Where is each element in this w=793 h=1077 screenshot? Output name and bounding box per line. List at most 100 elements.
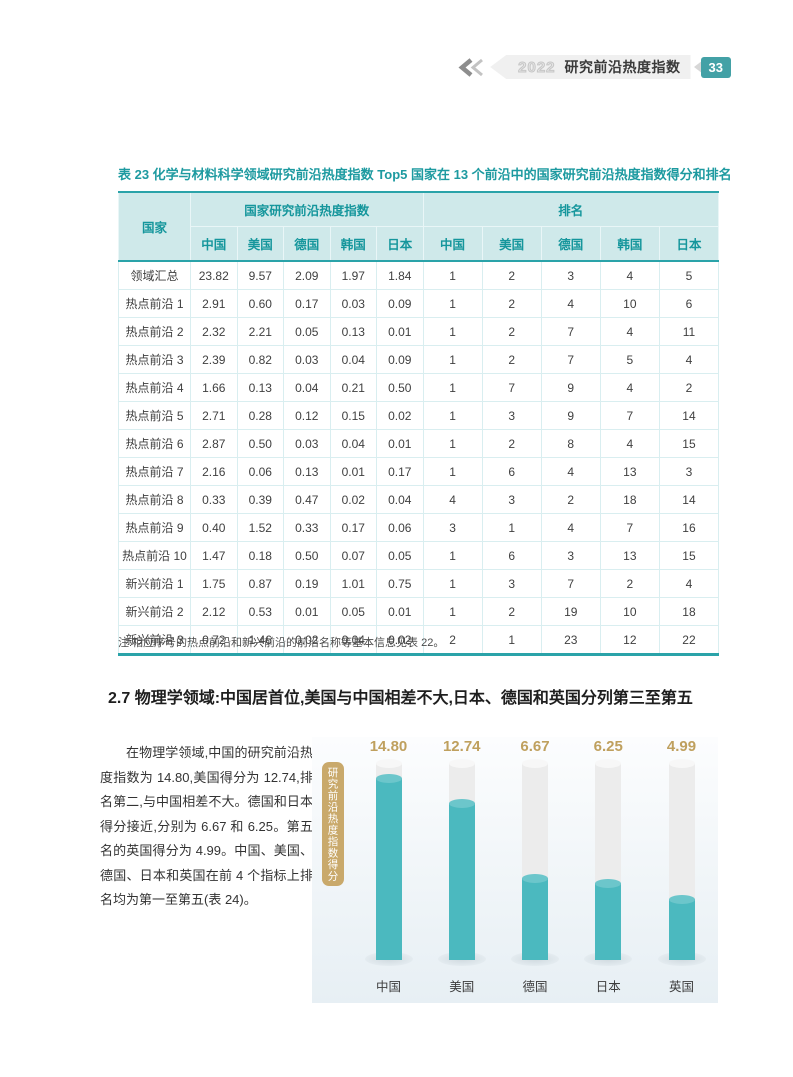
rank-cell: 7 xyxy=(599,513,660,542)
bar-fill xyxy=(668,895,695,960)
column-header-country-name: 中国 xyxy=(422,226,483,262)
rank-cell: 14 xyxy=(658,401,720,430)
rank-cell: 1 xyxy=(422,457,483,486)
table-row: 热点前沿 2 2.32 2.21 0.05 0.13 0.01 1 2 7 4 11 xyxy=(118,317,720,346)
score-cell: 0.01 xyxy=(329,457,377,486)
rank-cell: 1 xyxy=(422,345,483,374)
table-body: 领域汇总 23.82 9.57 2.09 1.97 1.84 1 2 3 4 5 热点前沿 1 2.91… xyxy=(118,260,720,655)
bar-value-label: 6.25 xyxy=(593,738,623,755)
rank-cell: 1 xyxy=(481,625,542,655)
row-label: 热点前沿 6 xyxy=(118,429,191,458)
score-cell: 0.47 xyxy=(283,485,331,514)
score-cell: 0.82 xyxy=(236,345,284,374)
rank-cell: 7 xyxy=(599,401,660,430)
bar-track xyxy=(375,759,402,960)
score-cell: 0.50 xyxy=(283,541,331,570)
rank-cell: 3 xyxy=(422,513,483,542)
score-cell: 1.75 xyxy=(190,569,238,598)
header-title: 研究前沿热度指数 xyxy=(564,59,681,75)
score-cell: 0.17 xyxy=(283,289,331,318)
score-cell: 0.60 xyxy=(236,289,284,318)
score-cell: 0.50 xyxy=(376,373,424,402)
rank-cell: 19 xyxy=(540,597,601,626)
column-group-rank: 排名 xyxy=(422,191,720,227)
score-cell: 1.47 xyxy=(190,541,238,570)
table-title: 表 23 化学与材料科学领域研究前沿热度指数 Top5 国家在 13 个前沿中的… xyxy=(118,167,732,182)
header-year: 2022 xyxy=(518,58,556,76)
score-cell: 0.18 xyxy=(236,541,284,570)
header-band: 2022 研究前沿热度指数 xyxy=(490,55,691,79)
bar-value-label: 4.99 xyxy=(666,738,697,755)
score-cell: 0.75 xyxy=(376,569,424,598)
score-cell: 0.17 xyxy=(376,457,424,486)
page-header: 2022 研究前沿热度指数 33 xyxy=(458,55,731,79)
rank-cell: 4 xyxy=(540,289,601,318)
rank-cell: 2 xyxy=(599,569,660,598)
score-cell: 1.66 xyxy=(190,373,238,402)
score-cell: 0.09 xyxy=(376,289,424,318)
score-cell: 0.19 xyxy=(283,569,331,598)
score-cell: 1.52 xyxy=(236,513,284,542)
rank-cell: 3 xyxy=(481,485,542,514)
bar-fill xyxy=(375,774,402,960)
rank-cell: 4 xyxy=(540,513,601,542)
rank-cell: 1 xyxy=(422,429,483,458)
rank-cell: 6 xyxy=(658,289,720,318)
score-cell: 0.05 xyxy=(329,597,377,626)
rank-cell: 23 xyxy=(540,625,601,655)
score-cell: 0.02 xyxy=(376,401,424,430)
rank-cell: 7 xyxy=(540,569,601,598)
score-cell: 0.01 xyxy=(376,317,424,346)
score-cell: 0.04 xyxy=(329,345,377,374)
score-cell: 2.91 xyxy=(190,289,238,318)
rank-cell: 3 xyxy=(658,457,720,486)
rank-cell: 18 xyxy=(658,597,720,626)
rank-cell: 1 xyxy=(422,289,483,318)
rank-cell: 4 xyxy=(658,569,720,598)
rank-cell: 4 xyxy=(540,457,601,486)
table-note: 注:相应序号的热点前沿和新兴前沿的前沿名称等基本信息见表 22。 xyxy=(118,637,445,649)
bar-category-label: 英国 xyxy=(668,980,694,994)
score-cell: 2.32 xyxy=(190,317,238,346)
rank-cell: 9 xyxy=(540,373,601,402)
rank-cell: 6 xyxy=(481,457,542,486)
bar-category-label: 美国 xyxy=(449,980,475,994)
score-cell: 0.13 xyxy=(329,317,377,346)
table-row: 热点前沿 6 2.87 0.50 0.03 0.04 0.01 1 2 8 4 15 xyxy=(118,429,720,458)
score-cell: 0.13 xyxy=(283,457,331,486)
score-cell: 0.04 xyxy=(329,429,377,458)
chart-y-axis-label: 研究前沿热度指数得分 xyxy=(322,762,344,886)
rank-cell: 1 xyxy=(422,597,483,626)
bar-track xyxy=(595,759,622,960)
rank-cell: 4 xyxy=(599,429,660,458)
rank-cell: 1 xyxy=(422,260,483,290)
row-label: 热点前沿 3 xyxy=(118,345,191,374)
bar-fill xyxy=(595,879,622,960)
rank-cell: 6 xyxy=(481,541,542,570)
score-cell: 0.03 xyxy=(283,345,331,374)
rank-cell: 2 xyxy=(540,485,601,514)
table-row: 新兴前沿 2 2.12 0.53 0.01 0.05 0.01 1 2 19 10 18 xyxy=(118,597,720,626)
score-cell: 0.13 xyxy=(236,373,284,402)
bar-fill xyxy=(448,799,475,960)
bar-column: 14.80 中国 xyxy=(352,737,425,1003)
row-label: 新兴前沿 3 xyxy=(118,625,191,655)
rank-cell: 15 xyxy=(658,429,720,458)
score-cell: 23.82 xyxy=(190,260,238,290)
rank-cell: 1 xyxy=(422,373,483,402)
bar-track xyxy=(522,759,548,960)
column-header-country-name: 日本 xyxy=(658,226,720,262)
rank-cell: 8 xyxy=(540,429,601,458)
rank-cell: 4 xyxy=(599,260,660,290)
rank-cell: 13 xyxy=(599,457,660,486)
score-cell: 2.87 xyxy=(190,429,238,458)
score-cell: 0.02 xyxy=(376,625,424,655)
row-label: 新兴前沿 1 xyxy=(118,569,191,598)
table-row: 热点前沿 5 2.71 0.28 0.12 0.15 0.02 1 3 9 7 14 xyxy=(118,401,720,430)
bar-column: 6.67 德国 xyxy=(499,737,572,1003)
rank-cell: 3 xyxy=(540,260,601,290)
rank-cell: 2 xyxy=(658,373,720,402)
column-group-score: 国家研究前沿热度指数 xyxy=(190,191,424,227)
rank-cell: 7 xyxy=(481,373,542,402)
bar-track xyxy=(448,759,475,960)
